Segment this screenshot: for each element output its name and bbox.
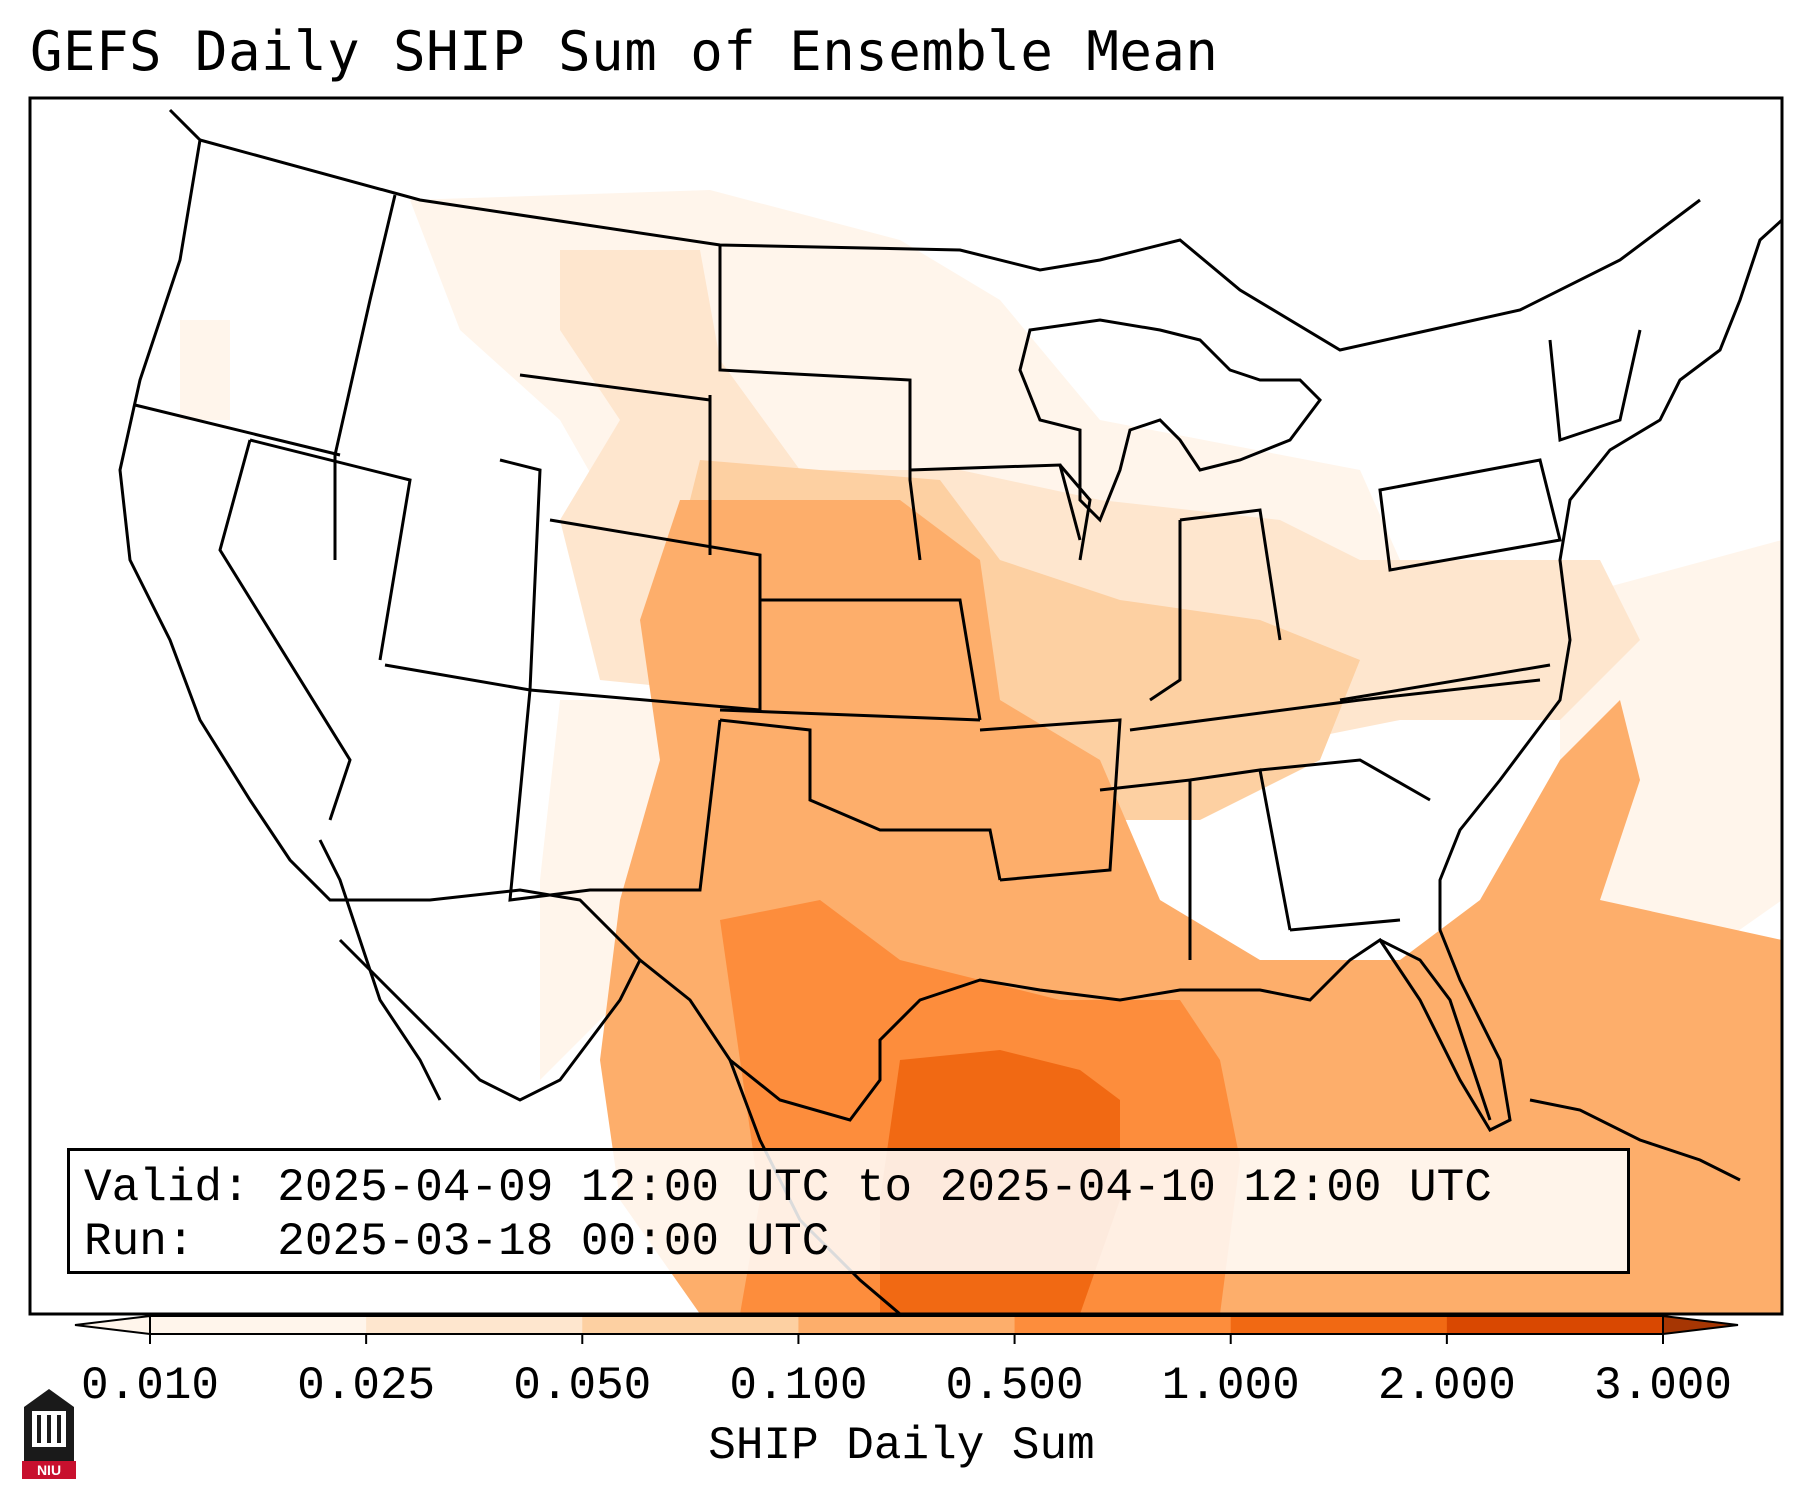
map-frame bbox=[28, 96, 1784, 1316]
colorbar-bin bbox=[1230, 1316, 1448, 1334]
shading-layer bbox=[180, 190, 1782, 1314]
border-mt-wy bbox=[519, 373, 711, 402]
colorbar-tick-label: 0.010 bbox=[80, 1360, 220, 1412]
border-id-west bbox=[333, 194, 397, 560]
shade-faint-west bbox=[180, 320, 700, 1080]
run-label: Run: bbox=[84, 1216, 195, 1268]
florida bbox=[1379, 938, 1492, 1121]
colorbar-bin bbox=[798, 1316, 1016, 1334]
colorbar-extend-low bbox=[74, 1314, 151, 1336]
border-il-in bbox=[1149, 520, 1182, 702]
colorbar-bin bbox=[150, 1316, 367, 1334]
border-or-ca-nv bbox=[249, 438, 412, 661]
border-wi-il bbox=[1058, 464, 1092, 561]
valid-value: 2025-04-09 12:00 UTC to 2025-04-10 12:00… bbox=[277, 1162, 1492, 1214]
map-title: GEFS Daily SHIP Sum of Ensemble Mean bbox=[30, 20, 1219, 83]
border-ca-nv bbox=[218, 439, 352, 821]
colorbar-tick-label: 2.000 bbox=[1377, 1360, 1516, 1412]
colorbar-tick-label: 1.000 bbox=[1161, 1360, 1300, 1412]
colorbar-bin bbox=[582, 1316, 799, 1334]
colorbar-bin bbox=[1014, 1316, 1232, 1334]
border-ok-ks bbox=[719, 708, 981, 722]
niu-logo: NIU bbox=[22, 1389, 76, 1479]
colorbar-bin bbox=[1446, 1316, 1664, 1334]
colorbar-tick-label: 0.050 bbox=[513, 1360, 652, 1412]
us-outline bbox=[118, 108, 1782, 1132]
border-pa-ny bbox=[1378, 458, 1562, 572]
niu-logo-badge bbox=[22, 1461, 76, 1479]
border-va-nc bbox=[1339, 663, 1551, 702]
border-oh bbox=[1179, 508, 1282, 641]
colorbar-label: SHIP Daily Sum bbox=[708, 1420, 1095, 1472]
state-borders bbox=[134, 194, 1642, 960]
border-nd-sd-ne bbox=[718, 245, 922, 561]
border-wa-or bbox=[134, 403, 341, 457]
border-mo-ar bbox=[979, 718, 1122, 882]
colorbar-bin bbox=[366, 1316, 583, 1334]
border-ky-tn bbox=[1129, 678, 1541, 732]
border-ne-states bbox=[1548, 329, 1642, 443]
colorbar bbox=[74, 1314, 1739, 1344]
colorbar-tick-label: 0.025 bbox=[297, 1360, 436, 1412]
colorbar-extend-high bbox=[1662, 1314, 1739, 1336]
border-ne-ks bbox=[760, 598, 982, 721]
info-box: Valid: 2025-04-09 12:00 UTC to 2025-04-1… bbox=[67, 1148, 1630, 1274]
run-value: 2025-03-18 00:00 UTC bbox=[277, 1216, 830, 1268]
border-ut-az bbox=[384, 458, 542, 692]
colorbar-tick-label: 0.100 bbox=[729, 1360, 868, 1412]
colorbar-outline bbox=[149, 1315, 1664, 1335]
border-nm bbox=[508, 689, 722, 902]
valid-label: Valid: bbox=[84, 1162, 250, 1214]
niu-logo-text: NIU bbox=[37, 1462, 61, 1478]
border-co bbox=[529, 518, 762, 712]
great-lakes bbox=[1018, 318, 1322, 523]
border-tx-ok bbox=[719, 718, 1002, 881]
cuba bbox=[1529, 1098, 1741, 1182]
baja bbox=[318, 839, 442, 1101]
border-ga-sc bbox=[1259, 758, 1431, 932]
colorbar-tick-label: 0.500 bbox=[945, 1360, 1084, 1412]
colorbar-tick-label: 3.000 bbox=[1593, 1360, 1733, 1412]
